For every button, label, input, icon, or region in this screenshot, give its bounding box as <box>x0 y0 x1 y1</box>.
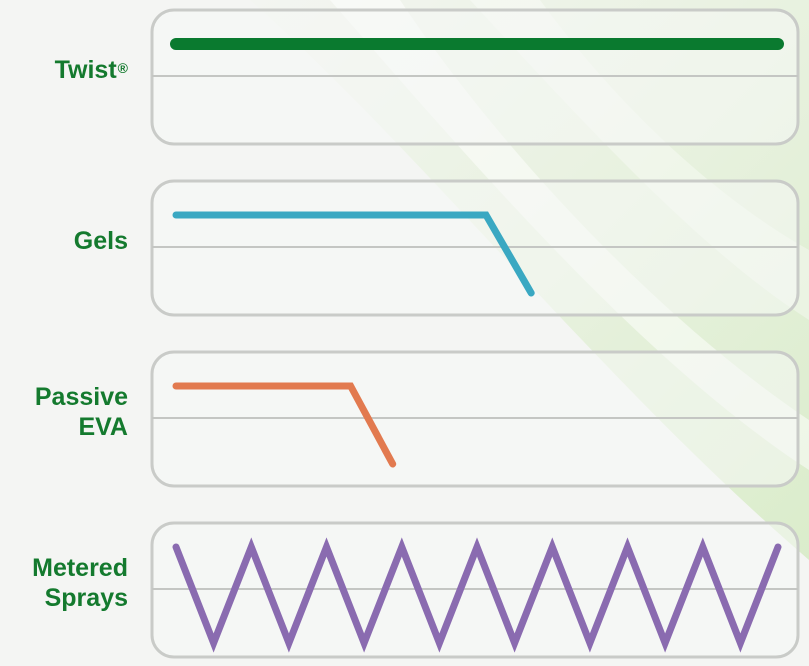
series-line-gels <box>172 211 535 297</box>
series-line-metered-sprays <box>172 537 782 653</box>
series-label-line: Passive <box>34 383 128 411</box>
series-label-text: Twist <box>54 56 117 84</box>
series-label-twist: Twist® <box>0 55 128 85</box>
series-label-gels: Gels <box>0 226 128 256</box>
series-label-line: Metered <box>32 554 128 582</box>
registered-mark: ® <box>117 60 128 76</box>
series-label-passive-eva: Passive EVA <box>0 382 128 442</box>
series-line-passive-eva <box>172 382 397 468</box>
series-label-line: EVA <box>78 413 128 441</box>
series-label-line: Sprays <box>44 584 128 612</box>
series-label-line: Gels <box>73 227 128 255</box>
series-label-metered-sprays: Metered Sprays <box>0 553 128 613</box>
